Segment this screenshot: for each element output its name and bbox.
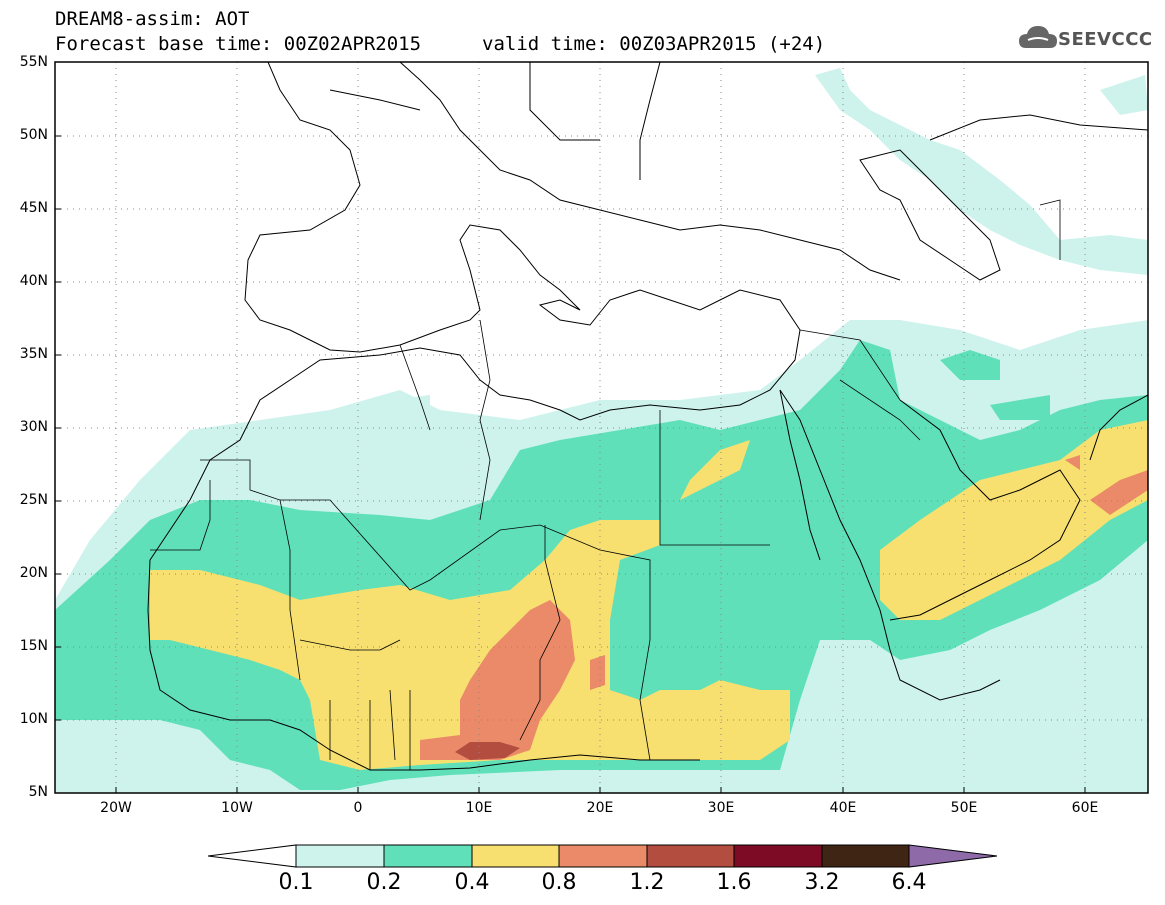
- colorbar-segment-7: [821, 844, 910, 868]
- aot-level-1.2: [455, 742, 520, 760]
- lon-label: 10E: [465, 800, 493, 816]
- lat-label: 40N: [19, 273, 48, 289]
- lon-label: 20E: [586, 800, 614, 816]
- lat-label: 25N: [19, 492, 48, 508]
- colorbar: [207, 844, 998, 868]
- lat-label: 5N: [28, 784, 48, 800]
- lat-label: 45N: [19, 200, 48, 216]
- lon-label: 60E: [1071, 800, 1099, 816]
- colorbar-segment-3: [471, 844, 560, 868]
- colorbar-segment-above: [908, 844, 998, 868]
- valid-time: valid time: 00Z03APR2015 (+24): [482, 33, 826, 55]
- borders: [150, 199, 1061, 770]
- colorbar-label: 0.4: [454, 870, 490, 895]
- seevccc-logo: SEEVCCC: [1018, 22, 1158, 58]
- lat-label: 30N: [19, 419, 48, 435]
- colorbar-segment-2: [383, 844, 473, 868]
- lon-label: 50E: [950, 800, 978, 816]
- colorbar-segment-4: [558, 844, 648, 868]
- lon-label: 0: [353, 800, 363, 816]
- lat-label: 20N: [19, 565, 48, 581]
- colorbar-segment-1: [295, 844, 385, 868]
- lat-label: 10N: [19, 711, 48, 727]
- map-title: DREAM8-assim: AOT: [55, 8, 250, 30]
- cloud-icon: [1019, 26, 1057, 48]
- coastlines: [147, 62, 1148, 771]
- lat-label: 35N: [19, 346, 48, 362]
- colorbar-segment-5: [646, 844, 735, 868]
- aot-level-0.8: [420, 455, 1148, 760]
- colorbar-label: 0.1: [278, 870, 314, 895]
- lon-label: 20W: [100, 800, 132, 816]
- lon-label: 10W: [221, 800, 253, 816]
- tick-marks: [55, 61, 1086, 793]
- gridlines: [55, 62, 1148, 793]
- lat-label: 55N: [19, 54, 48, 70]
- colorbar-label: 3.2: [804, 870, 840, 895]
- colorbar-label: 1.6: [716, 870, 752, 895]
- aot-level-0.4: [150, 420, 1148, 770]
- colorbar-label: 1.2: [629, 870, 665, 895]
- logo-text: SEEVCCC: [1058, 29, 1153, 50]
- forecast-base-time: Forecast base time: 00Z02APR2015: [55, 33, 422, 55]
- colorbar-segment-below: [207, 844, 297, 868]
- colorbar-label: 0.8: [541, 870, 577, 895]
- colorbar-segment-6: [733, 844, 823, 868]
- lat-label: 50N: [19, 127, 48, 143]
- lon-label: 40E: [829, 800, 857, 816]
- aot-field: [55, 68, 1148, 793]
- colorbar-label: 6.4: [891, 870, 927, 895]
- lon-label: 30E: [707, 800, 735, 816]
- lat-label: 15N: [19, 638, 48, 654]
- colorbar-label: 0.2: [366, 870, 402, 895]
